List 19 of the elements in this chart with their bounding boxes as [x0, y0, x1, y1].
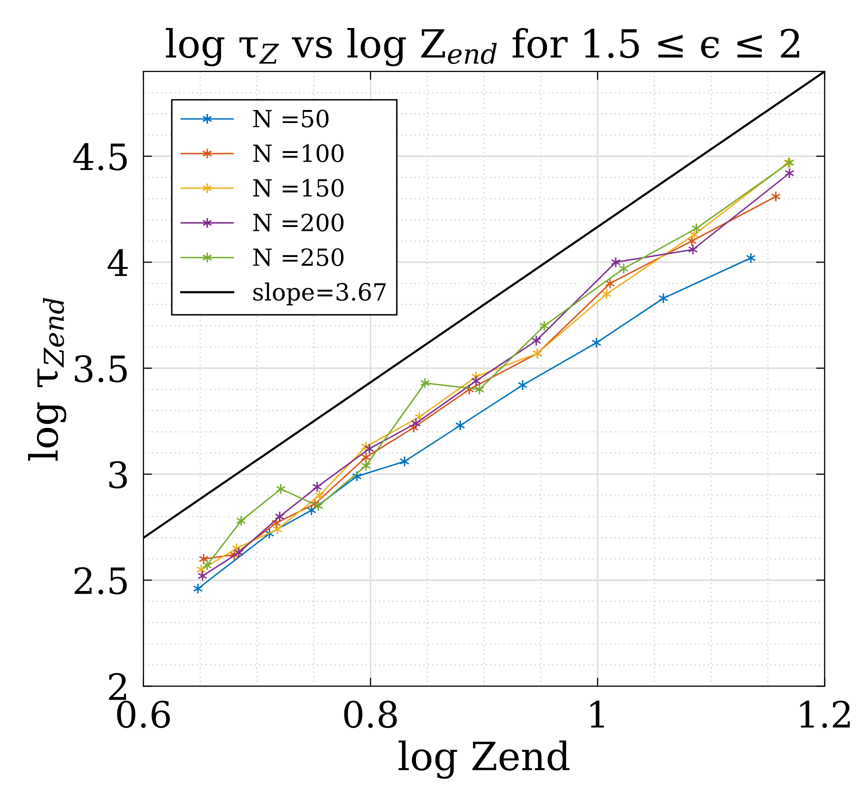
y-tick-label: 2	[109, 673, 126, 700]
legend-label: N =200	[253, 214, 344, 232]
y-axis-title: log τ$_{Zend}$	[28, 298, 66, 461]
x-tick-label: 1	[590, 700, 604, 728]
x-axis-title: log Zend	[398, 740, 570, 779]
x-tick-label: 1.2	[800, 700, 850, 728]
y-tick-label: 3.5	[74, 355, 127, 382]
x-tick-label: 0.6	[117, 700, 170, 728]
chart-title: log τ$_{Z}$ vs log Z$_{end}$ for 1.5 ≤ ϵ ≤ 2	[166, 28, 800, 66]
legend-label: N =50	[253, 110, 328, 128]
legend-label: N =250	[253, 248, 344, 266]
legend-label: N =150	[253, 178, 344, 197]
y-tick-label: 3	[109, 461, 127, 488]
y-tick-label: 4	[108, 249, 128, 276]
legend-label: N =100	[253, 144, 344, 162]
x-tick-label: 0.8	[344, 700, 397, 728]
y-tick-label: 4.5	[73, 143, 127, 170]
y-tick-label: 2.5	[74, 567, 127, 594]
legend-label: slope=3.67	[253, 282, 386, 306]
